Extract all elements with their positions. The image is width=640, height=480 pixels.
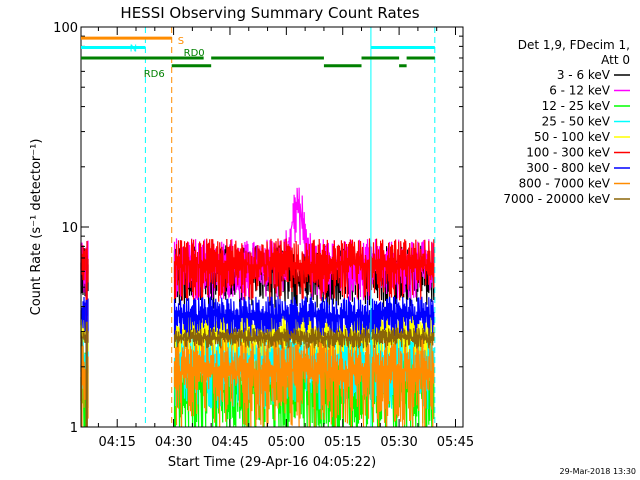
plot-area — [80, 27, 436, 428]
legend-label-1: 3 - 6 keV — [557, 68, 611, 82]
legend-label-3: 12 - 25 keV — [542, 99, 611, 113]
legend: Det 1,9, FDecim 1, Att 0 3 - 6 keV 6 - 12… — [503, 38, 630, 206]
legend-label-8: 800 - 7000 keV — [519, 177, 611, 191]
legend-header-line-2: Att 0 — [601, 53, 630, 67]
y-tick-label: 100 — [53, 21, 78, 36]
flag-label-rd6: RD6 — [144, 69, 165, 80]
flag-bars: S N RD0 RD6 — [81, 36, 435, 80]
x-tick-label: 04:45 — [211, 435, 248, 450]
x-tick-label: 04:15 — [98, 435, 135, 450]
legend-label-9: 7000 - 20000 keV — [503, 192, 610, 206]
legend-label-2: 6 - 12 keV — [549, 84, 611, 98]
x-tick-label: 05:30 — [380, 435, 417, 450]
y-axis-label: Count Rate (s⁻¹ detector⁻¹) — [29, 139, 44, 316]
chart-title: HESSI Observing Summary Count Rates — [120, 4, 419, 22]
legend-label-7: 300 - 800 keV — [526, 161, 610, 175]
legend-label-5: 50 - 100 keV — [534, 130, 611, 144]
legend-header-line-1: Det 1,9, FDecim 1, — [518, 38, 630, 52]
y-tick-label: 10 — [61, 221, 78, 236]
x-tick-label: 05:45 — [437, 435, 474, 450]
x-tick-label: 05:15 — [324, 435, 361, 450]
axes: 1 10 100 04:15 04:30 04:45 05:00 05:15 05:30 05:4… — [53, 21, 474, 450]
x-tick-label: 04:30 — [155, 435, 192, 450]
x-axis-label: Start Time (29-Apr-16 04:05:22) — [168, 455, 376, 470]
legend-label-4: 25 - 50 keV — [542, 115, 611, 129]
flag-label-s: S — [178, 36, 184, 47]
legend-label-6: 100 - 300 keV — [526, 146, 610, 160]
x-tick-label: 05:00 — [268, 435, 305, 450]
y-tick-label: 1 — [70, 421, 78, 436]
flag-label-rd0: RD0 — [184, 48, 205, 59]
footer-timestamp: 29-Mar-2018 13:30 — [560, 467, 637, 476]
flag-label-n: N — [130, 43, 137, 54]
